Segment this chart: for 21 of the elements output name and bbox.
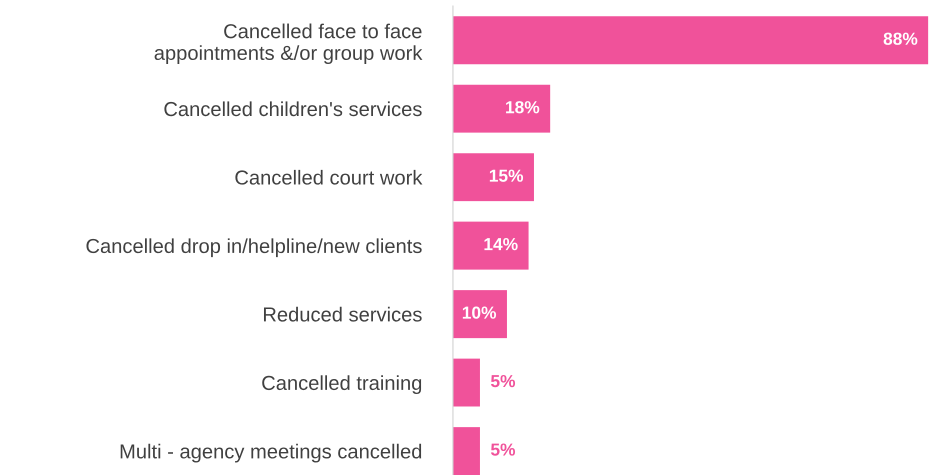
bar	[452, 358, 480, 407]
bar	[452, 222, 529, 270]
bar	[452, 153, 534, 202]
y-tick-label: Multi - agency meetings cancelled	[120, 444, 422, 463]
data-label: 14%	[484, 238, 518, 250]
data-label: 88%	[884, 32, 918, 45]
bar	[452, 84, 550, 133]
data-label: 5%	[490, 374, 516, 388]
bar	[452, 16, 928, 64]
data-label: 10%	[462, 306, 496, 319]
y-tick-label: Cancelled court work	[235, 170, 422, 185]
y-tick-label: Cancelled face to face appointments &/or group work	[154, 24, 422, 64]
y-tick-label: Reduced services	[264, 306, 422, 322]
y-tick-label: Cancelled drop in/helpline/new clients	[86, 238, 422, 258]
y-tick-label: Cancelled training	[262, 375, 422, 394]
bar	[452, 427, 480, 475]
data-label: 15%	[490, 170, 524, 182]
bar	[452, 290, 507, 338]
data-label: 18%	[506, 101, 540, 114]
data-label: 5%	[490, 443, 516, 456]
y-tick-label: Cancelled children's services	[164, 101, 422, 116]
